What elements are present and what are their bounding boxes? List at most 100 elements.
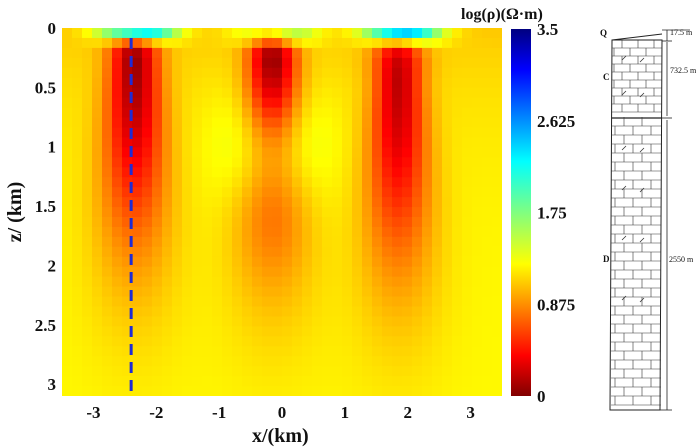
heatmap-cell: [382, 256, 393, 268]
heatmap-cell: [152, 276, 163, 288]
heatmap-cell: [322, 187, 333, 198]
heatmap-cell: [412, 187, 423, 198]
heatmap-cell: [182, 216, 193, 228]
heatmap-cell: [242, 256, 253, 268]
heatmap-cell: [182, 147, 193, 158]
heatmap-cell: [302, 306, 313, 318]
heatmap-cell: [192, 117, 203, 129]
heatmap-cell: [292, 37, 303, 49]
heatmap-cell: [82, 97, 93, 109]
heatmap-cell: [222, 157, 233, 168]
heatmap-cell: [332, 296, 343, 308]
heatmap-cell: [232, 87, 243, 99]
heatmap-cell: [392, 256, 403, 268]
heatmap-cell: [212, 316, 223, 327]
heatmap-cell: [452, 77, 463, 89]
heatmap-cell: [122, 216, 133, 228]
heatmap-cell: [222, 346, 233, 357]
heatmap-cell: [362, 107, 373, 119]
heatmap-cell: [112, 306, 123, 318]
heatmap-cell: [102, 306, 113, 318]
heatmap-cell: [152, 296, 163, 308]
heatmap-cell: [122, 236, 133, 248]
heatmap-cell: [132, 386, 143, 396]
heatmap-cell: [422, 47, 433, 59]
heatmap-cell: [382, 376, 393, 387]
heatmap-cell: [82, 376, 93, 387]
heatmap-cell: [322, 216, 333, 228]
heatmap-cell: [342, 97, 353, 109]
heatmap-cell: [412, 37, 423, 49]
heatmap-plot: [62, 28, 502, 396]
heatmap-cell: [272, 28, 283, 39]
heatmap-cell: [402, 236, 413, 248]
heatmap-cell: [142, 336, 153, 347]
heatmap-cell: [212, 97, 223, 109]
heatmap-cell: [342, 326, 353, 337]
heatmap-cell: [432, 306, 443, 318]
heatmap-cell: [472, 187, 483, 198]
heatmap-cell: [312, 107, 323, 119]
heatmap-cell: [402, 117, 413, 129]
heatmap-cell: [352, 137, 363, 148]
heatmap-cell: [332, 226, 343, 238]
heatmap-cell: [392, 276, 403, 288]
heatmap-cell: [422, 386, 433, 396]
heatmap-cell: [382, 326, 393, 337]
heatmap-cell: [272, 256, 283, 268]
heatmap-cell: [452, 356, 463, 367]
heatmap-cell: [242, 177, 253, 188]
heatmap-cell: [442, 316, 453, 327]
heatmap-cell: [72, 137, 83, 148]
heatmap-cell: [432, 236, 443, 248]
heatmap-cell: [92, 296, 103, 308]
heatmap-cell: [162, 376, 173, 387]
heatmap-cell: [382, 216, 393, 228]
heatmap-cell: [412, 296, 423, 308]
heatmap-cell: [112, 87, 123, 99]
heatmap-cell: [372, 256, 383, 268]
heatmap-cell: [312, 117, 323, 129]
heatmap-cell: [182, 207, 193, 218]
heatmap-cell: [492, 107, 502, 119]
heatmap-cell: [332, 207, 343, 218]
heatmap-cell: [132, 157, 143, 168]
heatmap-cell: [262, 197, 273, 208]
heatmap-cell: [382, 226, 393, 238]
column-lithology-pattern: [611, 40, 662, 406]
heatmap-cell: [362, 316, 373, 327]
heatmap-cell: [302, 256, 313, 268]
heatmap-cell: [232, 177, 243, 188]
heatmap-cell: [242, 386, 253, 396]
heatmap-cell: [202, 296, 213, 308]
heatmap-cell: [482, 117, 493, 129]
heatmap-cell: [312, 77, 323, 89]
heatmap-cell: [432, 137, 443, 148]
heatmap-cell: [362, 57, 373, 69]
heatmap-cell: [412, 246, 423, 258]
heatmap-cell: [202, 366, 213, 377]
heatmap-cell: [102, 77, 113, 89]
heatmap-cell: [102, 326, 113, 337]
heatmap-cell: [332, 256, 343, 268]
heatmap-cell: [92, 137, 103, 148]
heatmap-cell: [302, 286, 313, 298]
heatmap-cell: [362, 127, 373, 139]
heatmap-cell: [232, 256, 243, 268]
heatmap-cell: [252, 177, 263, 188]
heatmap-cell: [482, 366, 493, 377]
heatmap-cell: [262, 207, 273, 218]
heatmap-cell: [252, 37, 263, 49]
heatmap-cell: [412, 107, 423, 119]
heatmap-cell: [132, 366, 143, 377]
heatmap-cell: [462, 207, 473, 218]
heatmap-cell: [122, 157, 133, 168]
heatmap-cell: [402, 256, 413, 268]
heatmap-cell: [382, 366, 393, 377]
heatmap-cell: [242, 316, 253, 327]
heatmap-cell: [322, 37, 333, 49]
heatmap-cell: [212, 147, 223, 158]
heatmap-cell: [192, 177, 203, 188]
heatmap-cell: [232, 197, 243, 208]
heatmap-cell: [112, 326, 123, 337]
